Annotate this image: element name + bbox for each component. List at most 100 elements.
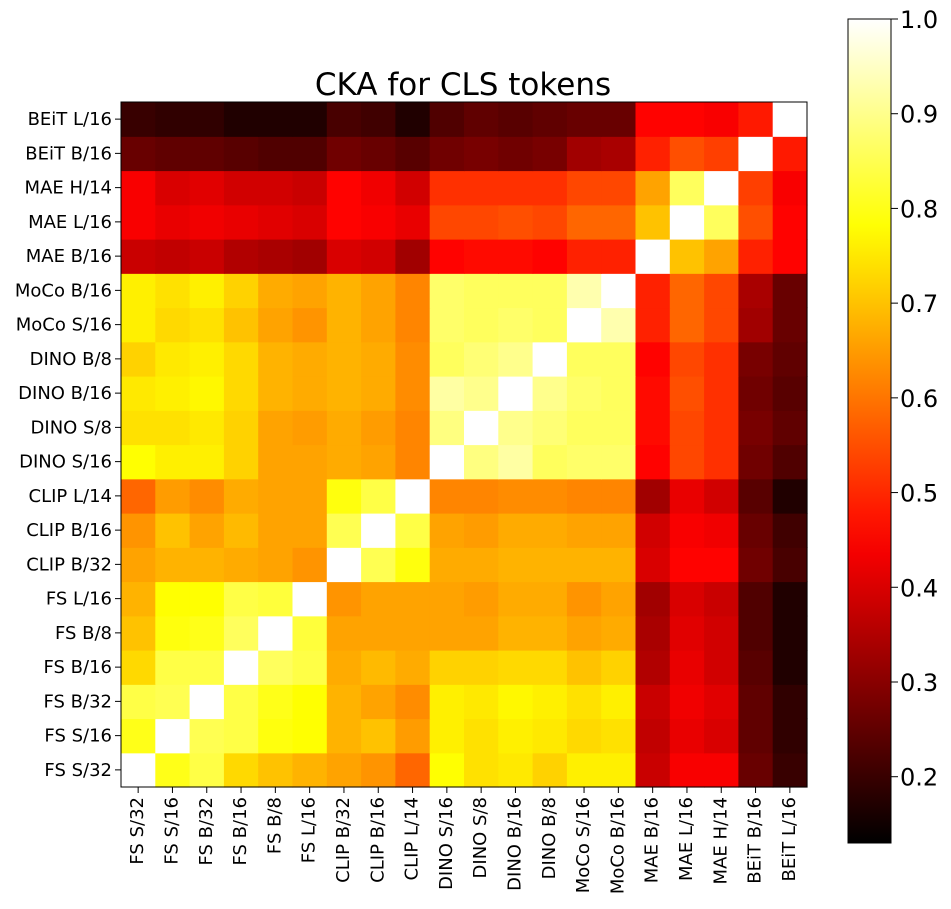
- heatmap-cell: [429, 650, 465, 685]
- heatmap-cell: [738, 136, 774, 172]
- heatmap-cell: [635, 102, 671, 137]
- heatmap-cell: [429, 170, 465, 206]
- heatmap-cell: [189, 650, 225, 685]
- heatmap-cell: [498, 273, 534, 309]
- heatmap-cell: [121, 410, 156, 446]
- x-tick-label: MAE L/16: [676, 797, 697, 881]
- heatmap-cell: [155, 410, 191, 446]
- heatmap-cell: [601, 170, 637, 206]
- heatmap-cell: [121, 204, 156, 240]
- heatmap-cell: [498, 615, 534, 651]
- heatmap-cell: [498, 239, 534, 274]
- heatmap-cell: [601, 478, 637, 514]
- heatmap-cell: [155, 204, 191, 240]
- heatmap-cell: [772, 102, 808, 137]
- heatmap-cell: [189, 752, 225, 788]
- x-tick-label: FS B/32: [196, 797, 217, 866]
- heatmap-cell: [155, 376, 191, 411]
- heatmap-cell: [738, 170, 774, 206]
- heatmap-cell: [498, 581, 534, 617]
- heatmap-cell: [189, 307, 225, 343]
- heatmap-cell: [429, 581, 465, 617]
- heatmap-cell: [223, 752, 259, 788]
- heatmap-cell: [429, 307, 465, 343]
- heatmap-cell: [635, 581, 671, 617]
- heatmap-cell: [464, 718, 499, 754]
- heatmap-cell: [704, 136, 739, 172]
- heatmap-cell: [189, 478, 225, 514]
- heatmap-cell: [669, 581, 705, 617]
- heatmap-cell: [532, 102, 568, 137]
- heatmap-cell: [292, 410, 328, 446]
- heatmap-cell: [361, 752, 396, 788]
- heatmap-cell: [292, 170, 328, 206]
- heatmap-cell: [121, 513, 156, 548]
- heatmap-cell: [429, 239, 465, 274]
- heatmap-cell: [772, 478, 808, 514]
- heatmap-cell: [669, 478, 705, 514]
- heatmap-cell: [566, 170, 602, 206]
- heatmap-cell: [223, 547, 259, 583]
- heatmap-cell: [223, 239, 259, 274]
- heatmap-cell: [121, 581, 156, 617]
- plot-frame: [120, 101, 808, 788]
- heatmap-cell: [223, 478, 259, 514]
- heatmap-cell: [258, 684, 294, 720]
- heatmap-cell: [326, 581, 362, 617]
- x-tick-label: FS L/16: [299, 797, 320, 863]
- heatmap-cell: [429, 718, 465, 754]
- heatmap-cell: [395, 136, 431, 172]
- y-tick-label: CLIP L/14: [29, 486, 112, 507]
- heatmap-cell: [155, 718, 191, 754]
- heatmap-cell: [429, 444, 465, 480]
- heatmap-cell: [635, 650, 671, 685]
- heatmap-cell: [361, 273, 396, 309]
- heatmap-cell: [464, 341, 499, 377]
- heatmap-cell: [223, 102, 259, 137]
- heatmap-cell: [326, 307, 362, 343]
- heatmap-cell: [429, 684, 465, 720]
- heatmap-cell: [429, 513, 465, 548]
- heatmap-cell: [223, 170, 259, 206]
- heatmap-cell: [772, 273, 808, 309]
- heatmap-cell: [772, 341, 808, 377]
- heatmap-cell: [395, 684, 431, 720]
- heatmap-cell: [532, 513, 568, 548]
- heatmap-cell: [292, 615, 328, 651]
- heatmap-cell: [738, 307, 774, 343]
- heatmap-cell: [738, 513, 774, 548]
- heatmap-cell: [155, 615, 191, 651]
- y-tick-label: MoCo B/16: [15, 280, 112, 301]
- heatmap-cell: [532, 650, 568, 685]
- heatmap-cell: [361, 513, 396, 548]
- heatmap-cell: [155, 547, 191, 583]
- heatmap-cell: [258, 170, 294, 206]
- heatmap-cell: [395, 444, 431, 480]
- y-tick-label: BEiT L/16: [28, 109, 112, 130]
- heatmap-cell: [464, 547, 499, 583]
- heatmap-cell: [635, 478, 671, 514]
- heatmap-cell: [498, 444, 534, 480]
- heatmap-cell: [464, 444, 499, 480]
- y-tick-label: FS B/8: [55, 623, 112, 644]
- heatmap-cell: [464, 410, 499, 446]
- heatmap-cell: [738, 444, 774, 480]
- heatmap-cell: [532, 204, 568, 240]
- heatmap-cell: [155, 136, 191, 172]
- heatmap-cell: [772, 581, 808, 617]
- heatmap-cell: [738, 581, 774, 617]
- heatmap-cell: [704, 478, 739, 514]
- heatmap-cell: [395, 478, 431, 514]
- y-tick-label: DINO S/16: [19, 452, 112, 473]
- heatmap-cell: [395, 752, 431, 788]
- heatmap-cell: [361, 615, 396, 651]
- heatmap-cell: [635, 376, 671, 411]
- heatmap-cell: [292, 341, 328, 377]
- heatmap-cell: [704, 170, 739, 206]
- heatmap-cell: [361, 581, 396, 617]
- colorbar-tick-label: 0.2: [900, 764, 938, 792]
- heatmap-cell: [292, 650, 328, 685]
- heatmap-cell: [223, 376, 259, 411]
- heatmap-cell: [635, 547, 671, 583]
